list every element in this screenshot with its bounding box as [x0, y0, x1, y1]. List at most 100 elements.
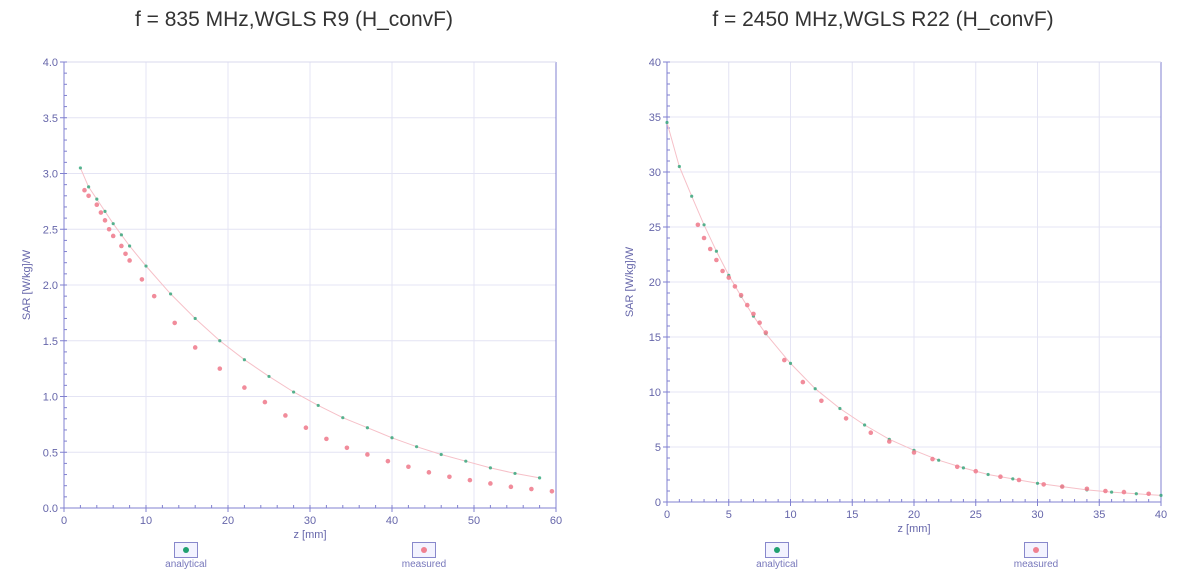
x-tick-label: 40 [1155, 509, 1167, 521]
measured-point [763, 330, 769, 335]
analytical-point [111, 222, 115, 226]
legend-measured-label: measured [401, 559, 447, 570]
legend-analytical: analytical [737, 542, 817, 570]
analytical-point [341, 416, 345, 420]
y-tick-label: 10 [649, 387, 661, 399]
analytical-point [365, 426, 369, 430]
measured-point [738, 292, 744, 298]
measured-point [714, 257, 719, 263]
measured-point [782, 357, 787, 363]
measured-point [930, 456, 935, 462]
measured-point [344, 445, 350, 451]
measured-point [1041, 482, 1046, 487]
measured-point [757, 320, 762, 326]
legend-measured-label: measured [1013, 559, 1059, 570]
analytical-point [1011, 477, 1015, 481]
measured-point [283, 413, 288, 418]
measured-point [887, 439, 892, 444]
measured-point [744, 302, 750, 308]
measured-point [954, 464, 960, 470]
analytical-series-line [79, 167, 540, 479]
x-tick-label: 40 [386, 515, 398, 527]
analytical-point [267, 374, 271, 379]
y-axis-label: SAR [W/kg]/W [21, 249, 33, 320]
analytical-point [1035, 481, 1040, 485]
measured-point [720, 268, 725, 274]
analytical-point [788, 361, 793, 365]
analytical-point [169, 292, 173, 296]
analytical-point [464, 459, 468, 463]
measured-point [800, 379, 806, 385]
y-tick-label: 2.0 [43, 280, 58, 292]
analytical-point [1159, 493, 1163, 497]
analytical-marker-icon [183, 547, 189, 553]
y-tick-label: 15 [649, 332, 661, 344]
analytical-point [714, 249, 718, 253]
analytical-point [415, 445, 419, 449]
y-tick-label: 0.5 [43, 447, 58, 459]
analytical-point [961, 466, 965, 470]
chart-panel-835: f = 835 MHz,WGLS R9 (H_convF) 0 10 20 30 40 5… [0, 0, 588, 582]
measured-point [262, 399, 268, 405]
legend-measured: measured [996, 542, 1076, 570]
measured-point [447, 474, 452, 480]
measured-point [1121, 489, 1127, 495]
x-axis-label: z [mm] [898, 523, 931, 535]
y-tick-label: 40 [649, 57, 661, 69]
measured-point [151, 293, 157, 299]
measured-point [86, 193, 91, 199]
x-tick-label: 50 [468, 515, 480, 527]
measured-marker-icon [1033, 547, 1039, 553]
y-tick-label: 3.5 [43, 113, 58, 125]
analytical-point [292, 390, 296, 394]
y-tick-label: 35 [649, 112, 661, 124]
analytical-point [1110, 490, 1114, 494]
analytical-point [702, 223, 706, 227]
x-tick-label: 0 [61, 515, 67, 527]
analytical-point [119, 233, 123, 237]
y-tick-label: 30 [649, 167, 661, 179]
y-tick-label: 3.0 [43, 169, 58, 181]
measured-point [819, 398, 824, 404]
measured-point [911, 450, 917, 455]
y-tick-label: 5 [655, 442, 661, 454]
x-tick-label: 20 [222, 515, 234, 527]
chart-title: f = 835 MHz,WGLS R9 (H_convF) [134, 8, 453, 31]
analytical-point [78, 166, 82, 170]
y-tick-label: 25 [649, 222, 661, 234]
analytical-point [677, 164, 681, 169]
x-axis-label: z [mm] [294, 529, 327, 541]
measured-point [192, 345, 198, 350]
x-tick-label: 15 [846, 509, 858, 521]
measured-point [467, 477, 473, 483]
x-tick-label: 30 [304, 515, 316, 527]
analytical-point [242, 358, 246, 362]
measured-point [549, 488, 555, 494]
analytical-point [103, 209, 107, 214]
measured-point [217, 366, 223, 371]
measured-point [94, 202, 100, 208]
x-tick-label: 60 [550, 515, 562, 527]
measured-point [303, 425, 309, 431]
analytical-point [937, 458, 941, 462]
measured-point [868, 430, 874, 436]
measured-point [324, 436, 329, 442]
measured-point [385, 458, 391, 464]
measured-point [707, 246, 713, 252]
measured-point [1146, 491, 1151, 497]
analytical-point [439, 452, 443, 457]
x-tick-label: 10 [784, 509, 796, 521]
sar-chart-2450: 0 5 10 15 20 25 30 35 40 0 5 10 15 20 25 30 35 40 z [mm] SA… [624, 57, 1167, 535]
y-tick-label: 20 [649, 277, 661, 289]
analytical-point [838, 406, 842, 411]
x-tick-label: 0 [664, 509, 670, 521]
analytical-point [488, 466, 492, 470]
measured-point [726, 275, 732, 280]
measured-point [102, 218, 108, 223]
analytical-point [316, 403, 320, 408]
measured-point [508, 484, 514, 490]
measured-point [172, 320, 177, 326]
y-tick-label: 1.0 [43, 392, 58, 404]
analytical-point [665, 120, 669, 125]
analytical-point [193, 316, 197, 321]
